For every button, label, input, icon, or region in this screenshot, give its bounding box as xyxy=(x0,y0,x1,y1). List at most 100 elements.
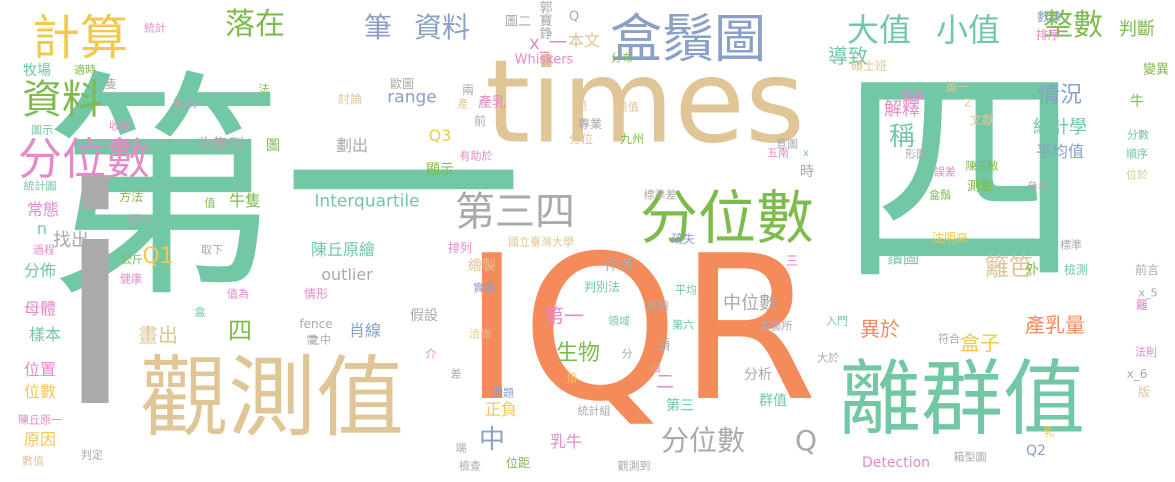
word: 差值 xyxy=(617,100,639,114)
word: 觀測值 xyxy=(139,346,405,449)
word: 圖二 xyxy=(504,14,532,30)
word: 數據 xyxy=(1036,10,1062,24)
word: 導致 xyxy=(828,44,868,68)
word: 顯示 xyxy=(426,162,454,178)
word: 本文 xyxy=(567,31,601,50)
word: 四 xyxy=(228,317,252,345)
word: 乳 xyxy=(1043,425,1055,439)
word: 取下 xyxy=(201,243,223,257)
word: x_一 xyxy=(529,33,567,54)
word: 第一 xyxy=(42,50,524,330)
word: Q xyxy=(568,9,580,25)
word: 計算 xyxy=(31,10,129,66)
word: i xyxy=(53,125,137,474)
word: 統計組 xyxy=(577,404,611,418)
word: 順序 xyxy=(1126,147,1148,161)
word: 倍 xyxy=(566,371,578,385)
word: 群值 xyxy=(759,393,787,409)
word: 異於 xyxy=(860,317,900,341)
word: 需 xyxy=(306,333,318,347)
word: 乳牛 xyxy=(549,432,583,451)
word: 數值 xyxy=(22,454,44,468)
word: 過程 xyxy=(33,243,55,257)
word: 位數 xyxy=(23,382,57,401)
word: x_5 xyxy=(1138,286,1158,300)
word: 原因 xyxy=(23,430,57,449)
word: 外 xyxy=(1025,262,1039,278)
word: 個 xyxy=(649,361,661,375)
word: Q3 xyxy=(428,126,452,145)
word: 測量 xyxy=(966,179,994,195)
word: 領域 xyxy=(608,314,630,328)
word: 牛隻 xyxy=(228,191,262,210)
word: 洽詢 xyxy=(469,327,491,341)
word: 分數 xyxy=(1127,128,1149,142)
word: 離群值 xyxy=(838,352,1086,447)
word: 分佈 xyxy=(23,261,57,280)
word: range xyxy=(387,87,437,108)
word: 統計圖 xyxy=(23,179,57,193)
word: 分位 xyxy=(568,132,594,146)
word: 標準 xyxy=(1060,238,1082,252)
word: 實驗 xyxy=(473,281,495,295)
word: 之中 xyxy=(309,333,331,347)
word: 誤差 xyxy=(934,165,956,179)
word: 盒子 xyxy=(960,331,1000,355)
word: 健康 xyxy=(120,272,142,286)
word: 九州 xyxy=(619,132,645,146)
word: 盒 xyxy=(194,305,206,319)
word: IQR xyxy=(462,213,818,446)
word: 畫出 xyxy=(138,323,178,347)
word: 母體 xyxy=(23,299,57,318)
word: 時 xyxy=(800,164,814,180)
word: Z xyxy=(964,96,972,110)
word: 四 xyxy=(839,40,1081,320)
word: 分位數 xyxy=(639,184,815,252)
word: 第一 xyxy=(544,304,584,328)
word: 介 xyxy=(425,347,437,361)
word: 統計學 xyxy=(1033,117,1087,138)
word: 法則 xyxy=(1135,345,1157,359)
word: 版 xyxy=(1137,385,1151,399)
word: 盒鬚 xyxy=(929,188,951,202)
word: 陳丘原繪 xyxy=(310,240,376,259)
word: 作者 xyxy=(603,255,635,274)
word: 變異 xyxy=(1142,62,1170,78)
word: 中位數 xyxy=(723,293,777,314)
word: 分布 xyxy=(611,51,633,65)
word: 圖 xyxy=(266,138,280,154)
word: 沈明來 xyxy=(931,231,969,245)
word: 討論 xyxy=(337,92,363,106)
word: 兩 xyxy=(461,83,475,97)
word: 法 xyxy=(258,82,270,96)
word: 二 xyxy=(656,372,674,393)
word: 鬚圖 xyxy=(886,248,920,267)
word: x xyxy=(803,148,809,159)
word: 端 xyxy=(455,441,467,455)
word: 分位數 xyxy=(18,134,150,185)
word: 值 xyxy=(204,196,216,210)
word: 檢查 xyxy=(459,459,481,473)
word: 生物 xyxy=(555,341,601,366)
word: 檢測 xyxy=(1063,263,1089,277)
word: 農藝所 xyxy=(759,319,793,333)
word: 平均 xyxy=(675,283,697,297)
word: outlier xyxy=(321,265,373,284)
word: 笆 xyxy=(576,99,588,113)
word: 第六 xyxy=(672,318,694,332)
word: 盒鬚圖 xyxy=(609,10,767,70)
word: 正負 xyxy=(484,400,518,419)
word: 陳丘原一 xyxy=(18,413,62,427)
word: 意圖 xyxy=(776,137,798,151)
word: 標準差 xyxy=(643,188,677,202)
word: 箱型圖 xyxy=(953,450,987,464)
word: 劃出 xyxy=(335,136,369,155)
word: 資料 xyxy=(413,11,471,44)
word: 中 xyxy=(478,425,506,455)
word: 分析 xyxy=(744,367,772,383)
word: 文獻 xyxy=(969,113,995,127)
word: 資料 xyxy=(22,77,102,123)
word: 情況 xyxy=(1037,83,1083,108)
word: 判斷 xyxy=(1119,19,1155,40)
word: Q xyxy=(794,424,818,457)
